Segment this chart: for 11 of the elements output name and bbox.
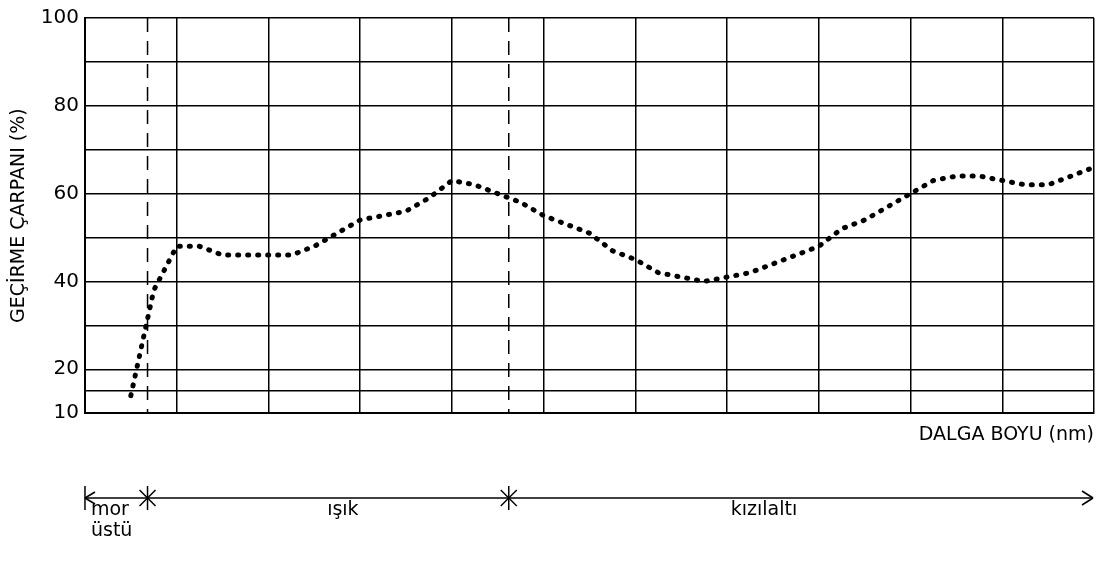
y-tick-label: 60: [53, 179, 79, 204]
text: kızılaltı: [730, 497, 799, 519]
y-tick-label: 100: [40, 4, 79, 29]
y-tick-label: 10: [53, 399, 79, 424]
text: mor üstü: [90, 497, 134, 540]
y-tick-label: 40: [53, 267, 79, 292]
y-axis-title: GEÇİRME ÇARPANI (%): [6, 108, 29, 323]
text: ışık: [327, 497, 360, 519]
y-tick-label: 20: [53, 355, 79, 380]
x-axis-title: DALGA BOYU (nm): [918, 421, 1094, 444]
y-tick-label: 80: [53, 92, 79, 117]
